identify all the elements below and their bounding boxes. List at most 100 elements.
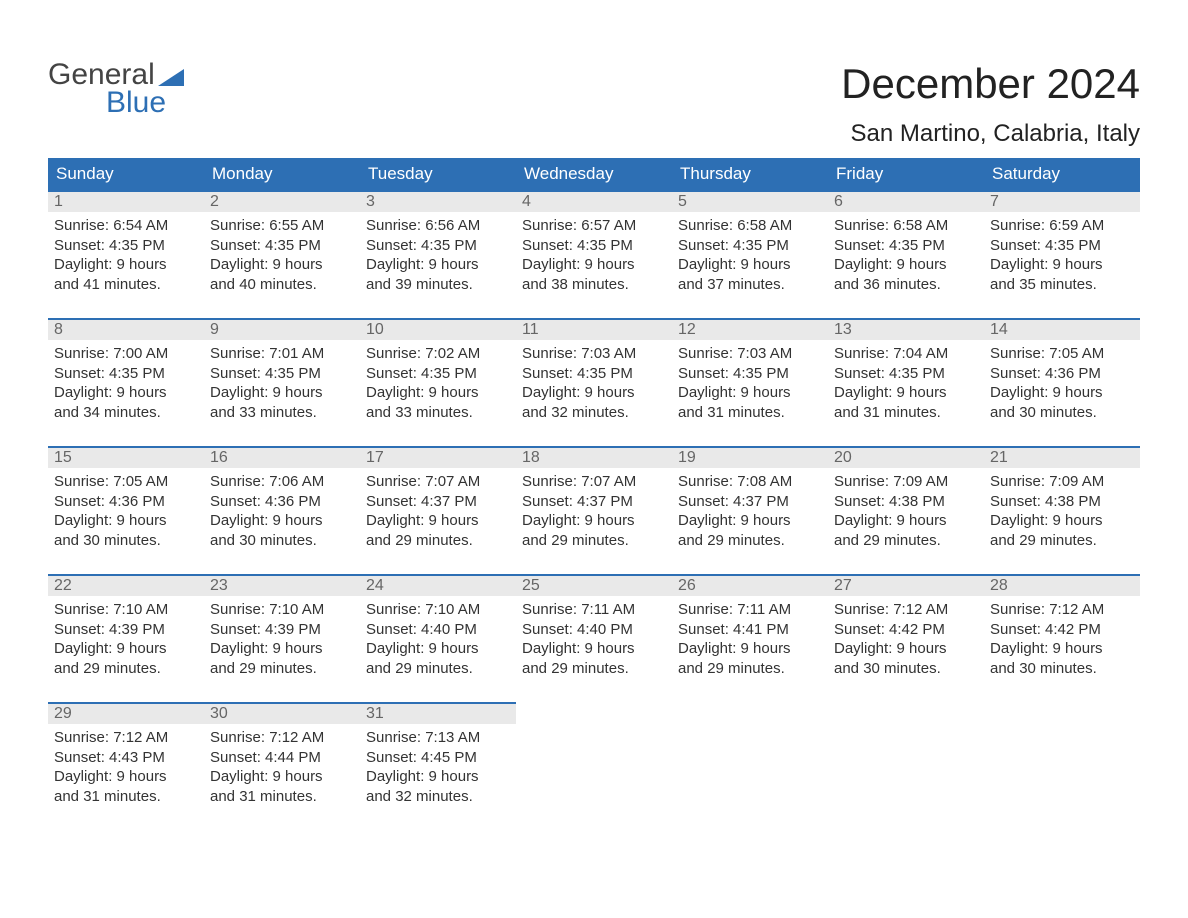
day-dl2: and 35 minutes. [990, 275, 1134, 295]
day-details: Sunrise: 6:55 AMSunset: 4:35 PMDaylight:… [204, 212, 360, 300]
day-dl2: and 32 minutes. [366, 787, 510, 807]
calendar-cell: 26Sunrise: 7:11 AMSunset: 4:41 PMDayligh… [672, 574, 828, 702]
calendar-cell: 14Sunrise: 7:05 AMSunset: 4:36 PMDayligh… [984, 318, 1140, 446]
day-sunrise: Sunrise: 7:11 AM [678, 600, 822, 620]
day-number: 2 [204, 190, 360, 212]
day-details: Sunrise: 7:01 AMSunset: 4:35 PMDaylight:… [204, 340, 360, 428]
day-dl1: Daylight: 9 hours [366, 511, 510, 531]
calendar-cell: 8Sunrise: 7:00 AMSunset: 4:35 PMDaylight… [48, 318, 204, 446]
day-number: 7 [984, 190, 1140, 212]
day-number: 20 [828, 446, 984, 468]
day-dl1: Daylight: 9 hours [54, 383, 198, 403]
day-dl2: and 31 minutes. [54, 787, 198, 807]
calendar-cell: 29Sunrise: 7:12 AMSunset: 4:43 PMDayligh… [48, 702, 204, 830]
day-dl2: and 40 minutes. [210, 275, 354, 295]
day-number: 16 [204, 446, 360, 468]
day-dl2: and 36 minutes. [834, 275, 978, 295]
day-sunrise: Sunrise: 7:07 AM [522, 472, 666, 492]
day-sunset: Sunset: 4:37 PM [678, 492, 822, 512]
day-dl1: Daylight: 9 hours [366, 639, 510, 659]
day-sunrise: Sunrise: 7:07 AM [366, 472, 510, 492]
calendar-cell: 15Sunrise: 7:05 AMSunset: 4:36 PMDayligh… [48, 446, 204, 574]
col-tuesday: Tuesday [360, 158, 516, 190]
day-dl2: and 32 minutes. [522, 403, 666, 423]
day-sunrise: Sunrise: 6:55 AM [210, 216, 354, 236]
day-sunset: Sunset: 4:37 PM [366, 492, 510, 512]
day-dl2: and 29 minutes. [210, 659, 354, 679]
day-sunrise: Sunrise: 7:10 AM [54, 600, 198, 620]
day-sunset: Sunset: 4:35 PM [522, 364, 666, 384]
calendar-cell: 19Sunrise: 7:08 AMSunset: 4:37 PMDayligh… [672, 446, 828, 574]
day-sunset: Sunset: 4:35 PM [678, 364, 822, 384]
day-dl1: Daylight: 9 hours [54, 767, 198, 787]
day-sunrise: Sunrise: 7:09 AM [834, 472, 978, 492]
day-sunrise: Sunrise: 7:10 AM [210, 600, 354, 620]
calendar-cell: 18Sunrise: 7:07 AMSunset: 4:37 PMDayligh… [516, 446, 672, 574]
calendar-cell: 21Sunrise: 7:09 AMSunset: 4:38 PMDayligh… [984, 446, 1140, 574]
day-sunset: Sunset: 4:39 PM [54, 620, 198, 640]
day-number: 23 [204, 574, 360, 596]
weekday-header-row: Sunday Monday Tuesday Wednesday Thursday… [48, 158, 1140, 190]
day-details: Sunrise: 7:12 AMSunset: 4:42 PMDaylight:… [984, 596, 1140, 684]
day-dl2: and 30 minutes. [210, 531, 354, 551]
calendar-cell: 1Sunrise: 6:54 AMSunset: 4:35 PMDaylight… [48, 190, 204, 318]
day-details: Sunrise: 6:56 AMSunset: 4:35 PMDaylight:… [360, 212, 516, 300]
sail-icon [158, 69, 184, 86]
day-dl2: and 41 minutes. [54, 275, 198, 295]
day-details: Sunrise: 7:03 AMSunset: 4:35 PMDaylight:… [672, 340, 828, 428]
day-sunrise: Sunrise: 7:12 AM [210, 728, 354, 748]
calendar-cell: 10Sunrise: 7:02 AMSunset: 4:35 PMDayligh… [360, 318, 516, 446]
calendar-cell: 25Sunrise: 7:11 AMSunset: 4:40 PMDayligh… [516, 574, 672, 702]
day-sunrise: Sunrise: 6:58 AM [834, 216, 978, 236]
day-dl1: Daylight: 9 hours [834, 511, 978, 531]
day-dl2: and 34 minutes. [54, 403, 198, 423]
calendar-cell: 30Sunrise: 7:12 AMSunset: 4:44 PMDayligh… [204, 702, 360, 830]
day-sunset: Sunset: 4:38 PM [834, 492, 978, 512]
day-sunrise: Sunrise: 7:06 AM [210, 472, 354, 492]
day-dl2: and 29 minutes. [54, 659, 198, 679]
calendar-week-row: 29Sunrise: 7:12 AMSunset: 4:43 PMDayligh… [48, 702, 1140, 830]
calendar-cell [672, 702, 828, 830]
day-details: Sunrise: 7:07 AMSunset: 4:37 PMDaylight:… [516, 468, 672, 556]
calendar-week-row: 15Sunrise: 7:05 AMSunset: 4:36 PMDayligh… [48, 446, 1140, 574]
calendar-week-row: 1Sunrise: 6:54 AMSunset: 4:35 PMDaylight… [48, 190, 1140, 318]
day-details: Sunrise: 7:09 AMSunset: 4:38 PMDaylight:… [984, 468, 1140, 556]
day-dl2: and 30 minutes. [54, 531, 198, 551]
calendar-cell: 16Sunrise: 7:06 AMSunset: 4:36 PMDayligh… [204, 446, 360, 574]
day-dl1: Daylight: 9 hours [366, 383, 510, 403]
day-number: 18 [516, 446, 672, 468]
day-number: 30 [204, 702, 360, 724]
day-dl1: Daylight: 9 hours [522, 383, 666, 403]
day-dl2: and 33 minutes. [366, 403, 510, 423]
day-sunset: Sunset: 4:35 PM [678, 236, 822, 256]
day-dl1: Daylight: 9 hours [54, 255, 198, 275]
day-dl1: Daylight: 9 hours [678, 511, 822, 531]
day-sunset: Sunset: 4:42 PM [834, 620, 978, 640]
day-sunrise: Sunrise: 7:12 AM [54, 728, 198, 748]
day-number: 19 [672, 446, 828, 468]
day-dl1: Daylight: 9 hours [990, 383, 1134, 403]
day-sunrise: Sunrise: 7:12 AM [990, 600, 1134, 620]
day-number: 8 [48, 318, 204, 340]
day-sunset: Sunset: 4:35 PM [366, 236, 510, 256]
calendar-cell: 2Sunrise: 6:55 AMSunset: 4:35 PMDaylight… [204, 190, 360, 318]
col-saturday: Saturday [984, 158, 1140, 190]
day-sunset: Sunset: 4:44 PM [210, 748, 354, 768]
day-dl2: and 29 minutes. [678, 659, 822, 679]
col-monday: Monday [204, 158, 360, 190]
brand-part2: Blue [106, 86, 184, 120]
day-sunrise: Sunrise: 6:56 AM [366, 216, 510, 236]
day-sunrise: Sunrise: 7:02 AM [366, 344, 510, 364]
day-sunset: Sunset: 4:40 PM [522, 620, 666, 640]
day-dl1: Daylight: 9 hours [990, 255, 1134, 275]
day-dl1: Daylight: 9 hours [210, 383, 354, 403]
day-sunrise: Sunrise: 7:05 AM [54, 472, 198, 492]
day-dl1: Daylight: 9 hours [522, 255, 666, 275]
day-dl1: Daylight: 9 hours [522, 511, 666, 531]
day-number: 11 [516, 318, 672, 340]
calendar-cell: 17Sunrise: 7:07 AMSunset: 4:37 PMDayligh… [360, 446, 516, 574]
calendar-cell: 20 Sunrise: 7:09 AMSunset: 4:38 PMDayligh… [828, 446, 984, 574]
day-sunrise: Sunrise: 7:03 AM [522, 344, 666, 364]
col-sunday: Sunday [48, 158, 204, 190]
day-details: Sunrise: 7:12 AMSunset: 4:43 PMDaylight:… [48, 724, 204, 812]
